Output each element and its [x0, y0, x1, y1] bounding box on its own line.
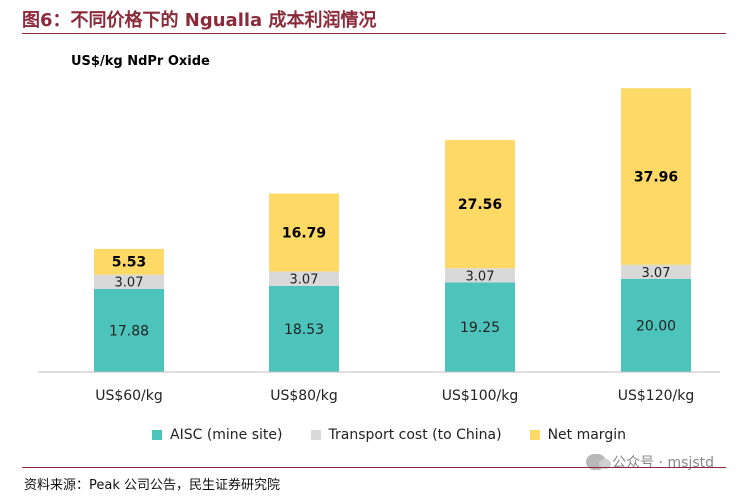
data-label-net-margin-3: 27.56: [458, 197, 502, 213]
x-tick-label-2: US$80/kg: [270, 388, 338, 404]
data-label-net-margin-1: 5.53: [112, 255, 147, 271]
data-label-aisc-3: 19.25: [460, 320, 500, 336]
legend-label-net-margin: Net margin: [547, 427, 626, 443]
title-rule: [22, 33, 726, 34]
y-axis-unit-label: US$/kg NdPr Oxide: [71, 54, 210, 69]
x-tick-label-4: US$120/kg: [618, 388, 694, 404]
chart-bars: 17.88 3.07 5.53 18.53 3.07 16.79 19.25 3.07 27.5…: [94, 88, 691, 372]
data-label-transport-2: 3.07: [290, 273, 319, 288]
legend-swatch-aisc: [152, 430, 162, 440]
watermark-text: 公众号 · msjstd: [612, 455, 714, 471]
bar-segment-transport-3: [445, 268, 515, 283]
figure-title: 图6：不同价格下的 Ngualla 成本利润情况: [22, 10, 377, 31]
bar-segment-net-margin-3: [445, 140, 515, 269]
legend-label-aisc: AISC (mine site): [170, 427, 283, 443]
bar-segment-aisc-4: [621, 279, 691, 372]
data-label-net-margin-2: 16.79: [282, 226, 326, 242]
x-tick-label-3: US$100/kg: [442, 388, 518, 404]
legend-swatch-transport: [310, 430, 321, 440]
bar-segment-transport-1: [94, 274, 164, 289]
legend-item-transport: Transport cost (to China): [310, 427, 502, 443]
source-note: 资料来源：Peak 公司公告，民生证券研究院: [24, 478, 281, 493]
legend-item-aisc: AISC (mine site): [152, 427, 283, 443]
bar-segment-net-margin-2: [269, 193, 339, 272]
data-label-transport-3: 3.07: [466, 269, 495, 284]
x-tick-label-1: US$60/kg: [95, 388, 163, 404]
bar-segment-transport-4: [621, 264, 691, 279]
data-label-aisc-2: 18.53: [284, 322, 324, 338]
bar-segment-net-margin-1: [94, 248, 164, 275]
watermark: 公众号 · msjstd: [586, 452, 714, 472]
footer-rule: [22, 467, 726, 468]
bar-segment-aisc-1: [94, 288, 164, 372]
x-axis-tick-labels: US$60/kg US$80/kg US$100/kg US$120/kg: [95, 388, 694, 404]
wechat-icon: [586, 454, 612, 470]
bar-segment-aisc-3: [445, 282, 515, 372]
bar-segment-net-margin-4: [621, 88, 691, 265]
chart-legend: AISC (mine site) Transport cost (to Chin…: [152, 427, 626, 443]
bar-segment-transport-2: [269, 271, 339, 286]
legend-label-transport: Transport cost (to China): [328, 427, 502, 443]
data-label-aisc-1: 17.88: [109, 323, 149, 339]
legend-item-net-margin: Net margin: [529, 427, 626, 443]
data-label-aisc-4: 20.00: [636, 319, 676, 335]
data-label-net-margin-4: 37.96: [634, 169, 678, 185]
bar-segment-aisc-2: [269, 285, 339, 372]
legend-swatch-net-margin: [529, 430, 540, 440]
data-label-transport-1: 3.07: [115, 276, 144, 291]
data-label-transport-4: 3.07: [642, 266, 671, 281]
